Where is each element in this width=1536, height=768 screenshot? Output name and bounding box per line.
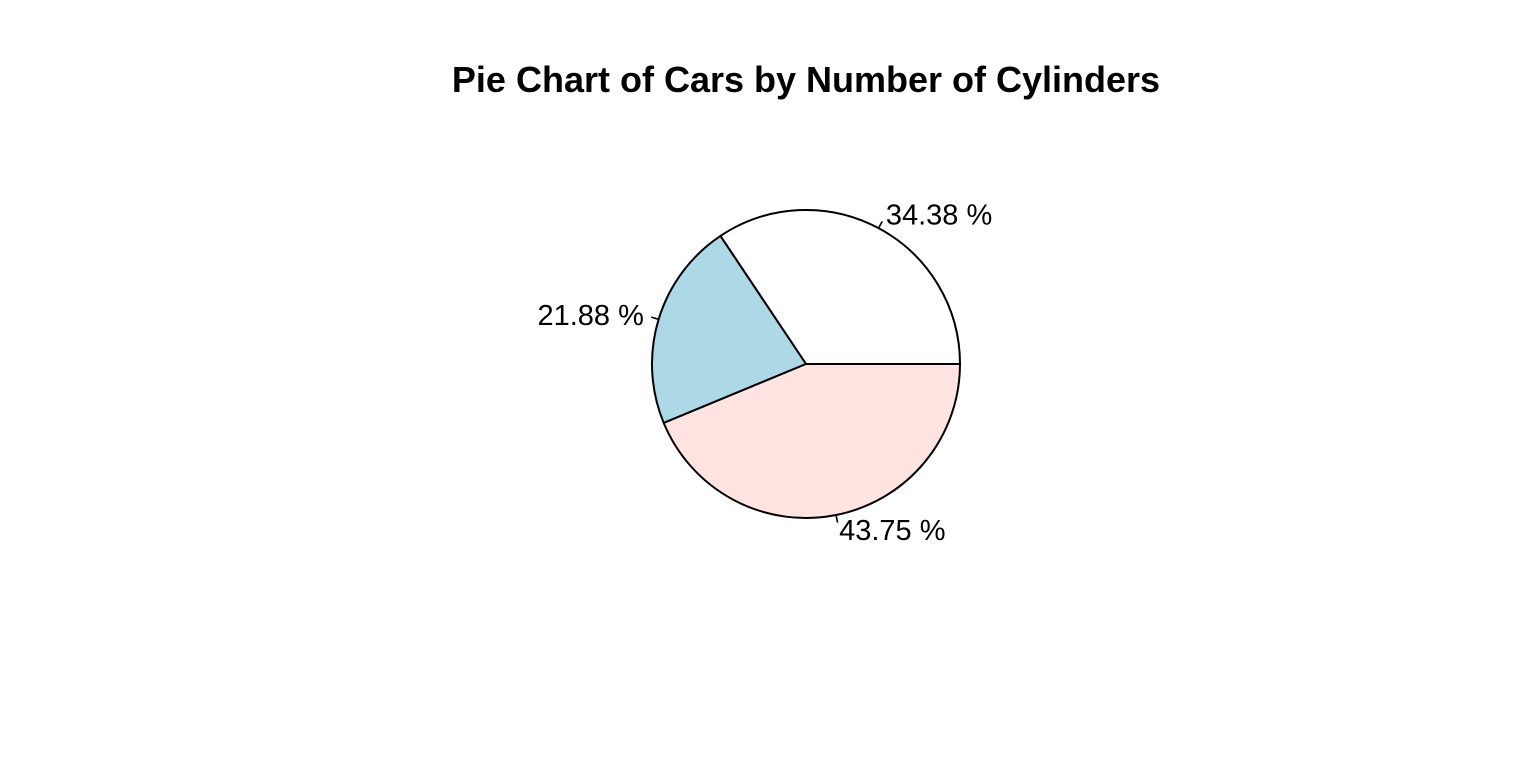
label-tick-2 bbox=[651, 316, 659, 321]
slice-label-2: 21.88 % bbox=[537, 300, 643, 332]
chart-title: Pie Chart of Cars by Number of Cylinders bbox=[452, 59, 1160, 100]
label-tick-3 bbox=[835, 514, 839, 523]
slice-label-3: 43.75 % bbox=[839, 515, 945, 547]
pie-slice-3 bbox=[662, 363, 962, 519]
pie-slice-2 bbox=[651, 234, 808, 425]
slice-labels: 34.38 % 21.88 % 43.75 % bbox=[537, 200, 992, 548]
pie-slices bbox=[651, 208, 962, 519]
label-ticks bbox=[651, 221, 883, 523]
slice-label-1: 34.38 % bbox=[886, 200, 992, 232]
label-tick-1 bbox=[877, 221, 883, 229]
